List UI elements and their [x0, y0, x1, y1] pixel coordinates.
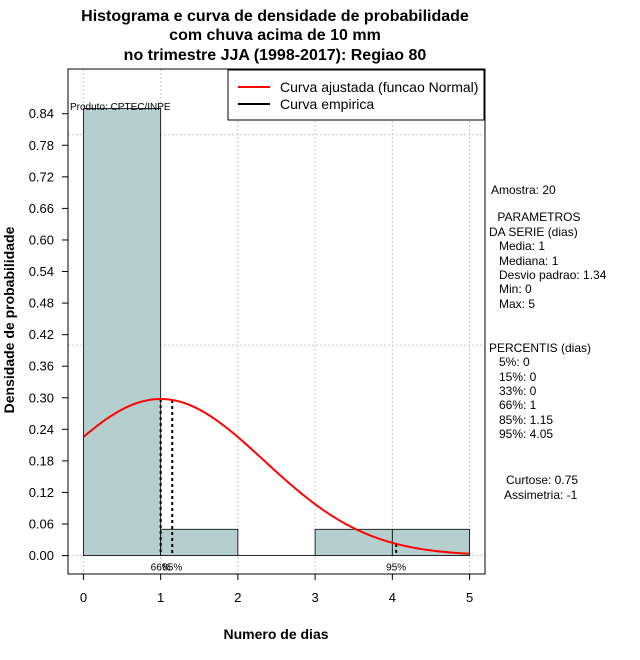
y-tick-label-6: 0.36 — [29, 359, 54, 374]
y-tick-label-9: 0.54 — [29, 264, 54, 279]
chart-title-line-3: no trimestre JJA (1998-2017): Regiao 80 — [124, 47, 427, 64]
x-tick-label-3: 3 — [311, 590, 318, 605]
percentil-5: 5%: 0 — [499, 355, 530, 369]
y-tick-label-2: 0.12 — [29, 485, 54, 500]
param-min: Min: 0 — [499, 282, 532, 296]
chart-title-line-2: com chuva acima de 10 mm — [169, 27, 381, 44]
y-tick-label-11: 0.66 — [29, 201, 54, 216]
legend-box — [227, 69, 485, 121]
percentile-label-2: 95% — [386, 563, 406, 574]
y-tick-label-14: 0.84 — [29, 106, 54, 121]
percentile-label-0: 66% — [151, 563, 171, 574]
producer-label: Produto: CPTEC/INPE — [70, 102, 171, 113]
assimetria: Assimetria: -1 — [504, 488, 578, 502]
histogram-bar-3 — [314, 528, 393, 556]
y-tick-label-3: 0.18 — [29, 453, 54, 468]
percentil-85: 85%: 1.15 — [499, 413, 553, 427]
y-tick-label-5: 0.30 — [29, 390, 54, 405]
y-tick-label-0: 0.00 — [29, 548, 54, 563]
axes: 0 1 2 3 4 5 0.00 0.06 0.12 0.18 0.24 0.30 0.36 0.42 0.… — [29, 106, 473, 605]
histogram-bar-4 — [391, 528, 470, 556]
param-media: Media: 1 — [499, 239, 545, 253]
percentil-95: 95%: 4.05 — [499, 427, 553, 441]
histogram-bar-0 — [83, 108, 162, 556]
percentil-66: 66%: 1 — [499, 398, 537, 412]
legend-label-empirica: Curva empirica — [280, 96, 374, 112]
sample-size: Amostra: 20 — [491, 183, 556, 197]
x-tick-label-5: 5 — [466, 590, 473, 605]
stats-panel: Amostra: 20 PARAMETROS DA SERIE (dias) M… — [489, 183, 607, 502]
percentis-title: PERCENTIS (dias) — [489, 341, 591, 355]
percentil-33: 33%: 0 — [499, 384, 537, 398]
y-axis-title: Densidade de probabilidade — [1, 226, 17, 413]
normal-curve — [82, 397, 470, 555]
y-tick-label-7: 0.42 — [29, 327, 54, 342]
y-tick-label-13: 0.78 — [29, 138, 54, 153]
histogram-bar-1 — [160, 528, 239, 556]
param-max: Max: 5 — [499, 297, 535, 311]
x-tick-label-0: 0 — [80, 590, 87, 605]
histogram-bars — [83, 108, 470, 556]
x-tick-label-4: 4 — [389, 590, 396, 605]
y-tick-label-4: 0.24 — [29, 422, 54, 437]
y-tick-label-10: 0.60 — [29, 232, 54, 247]
x-tick-label-2: 2 — [234, 590, 241, 605]
chart-title-line-1: Histograma e curva de densidade de proba… — [81, 8, 469, 25]
percentile-label-1: 85% — [162, 563, 182, 574]
curtose: Curtose: 0.75 — [506, 473, 578, 487]
percentil-15: 15%: 0 — [499, 370, 537, 384]
parametros-title: PARAMETROS — [494, 210, 580, 224]
y-tick-label-1: 0.06 — [29, 517, 54, 532]
x-axis-title: Numero de dias — [223, 626, 328, 642]
y-tick-label-8: 0.48 — [29, 296, 54, 311]
normal-curve-group — [82, 397, 470, 555]
y-tick-label-12: 0.72 — [29, 169, 54, 184]
percentile-lines: 66%85% 95% — [151, 398, 406, 574]
parametros-subtitle: DA SERIE (dias) — [489, 225, 578, 239]
legend: Curva ajustada (funcao Normal) Curva emp… — [227, 69, 485, 121]
legend-label-normal: Curva ajustada (funcao Normal) — [280, 79, 478, 95]
param-mediana: Mediana: 1 — [499, 254, 559, 268]
x-tick-label-1: 1 — [157, 590, 164, 605]
param-desvio: Desvio padrao: 1.34 — [499, 268, 607, 282]
